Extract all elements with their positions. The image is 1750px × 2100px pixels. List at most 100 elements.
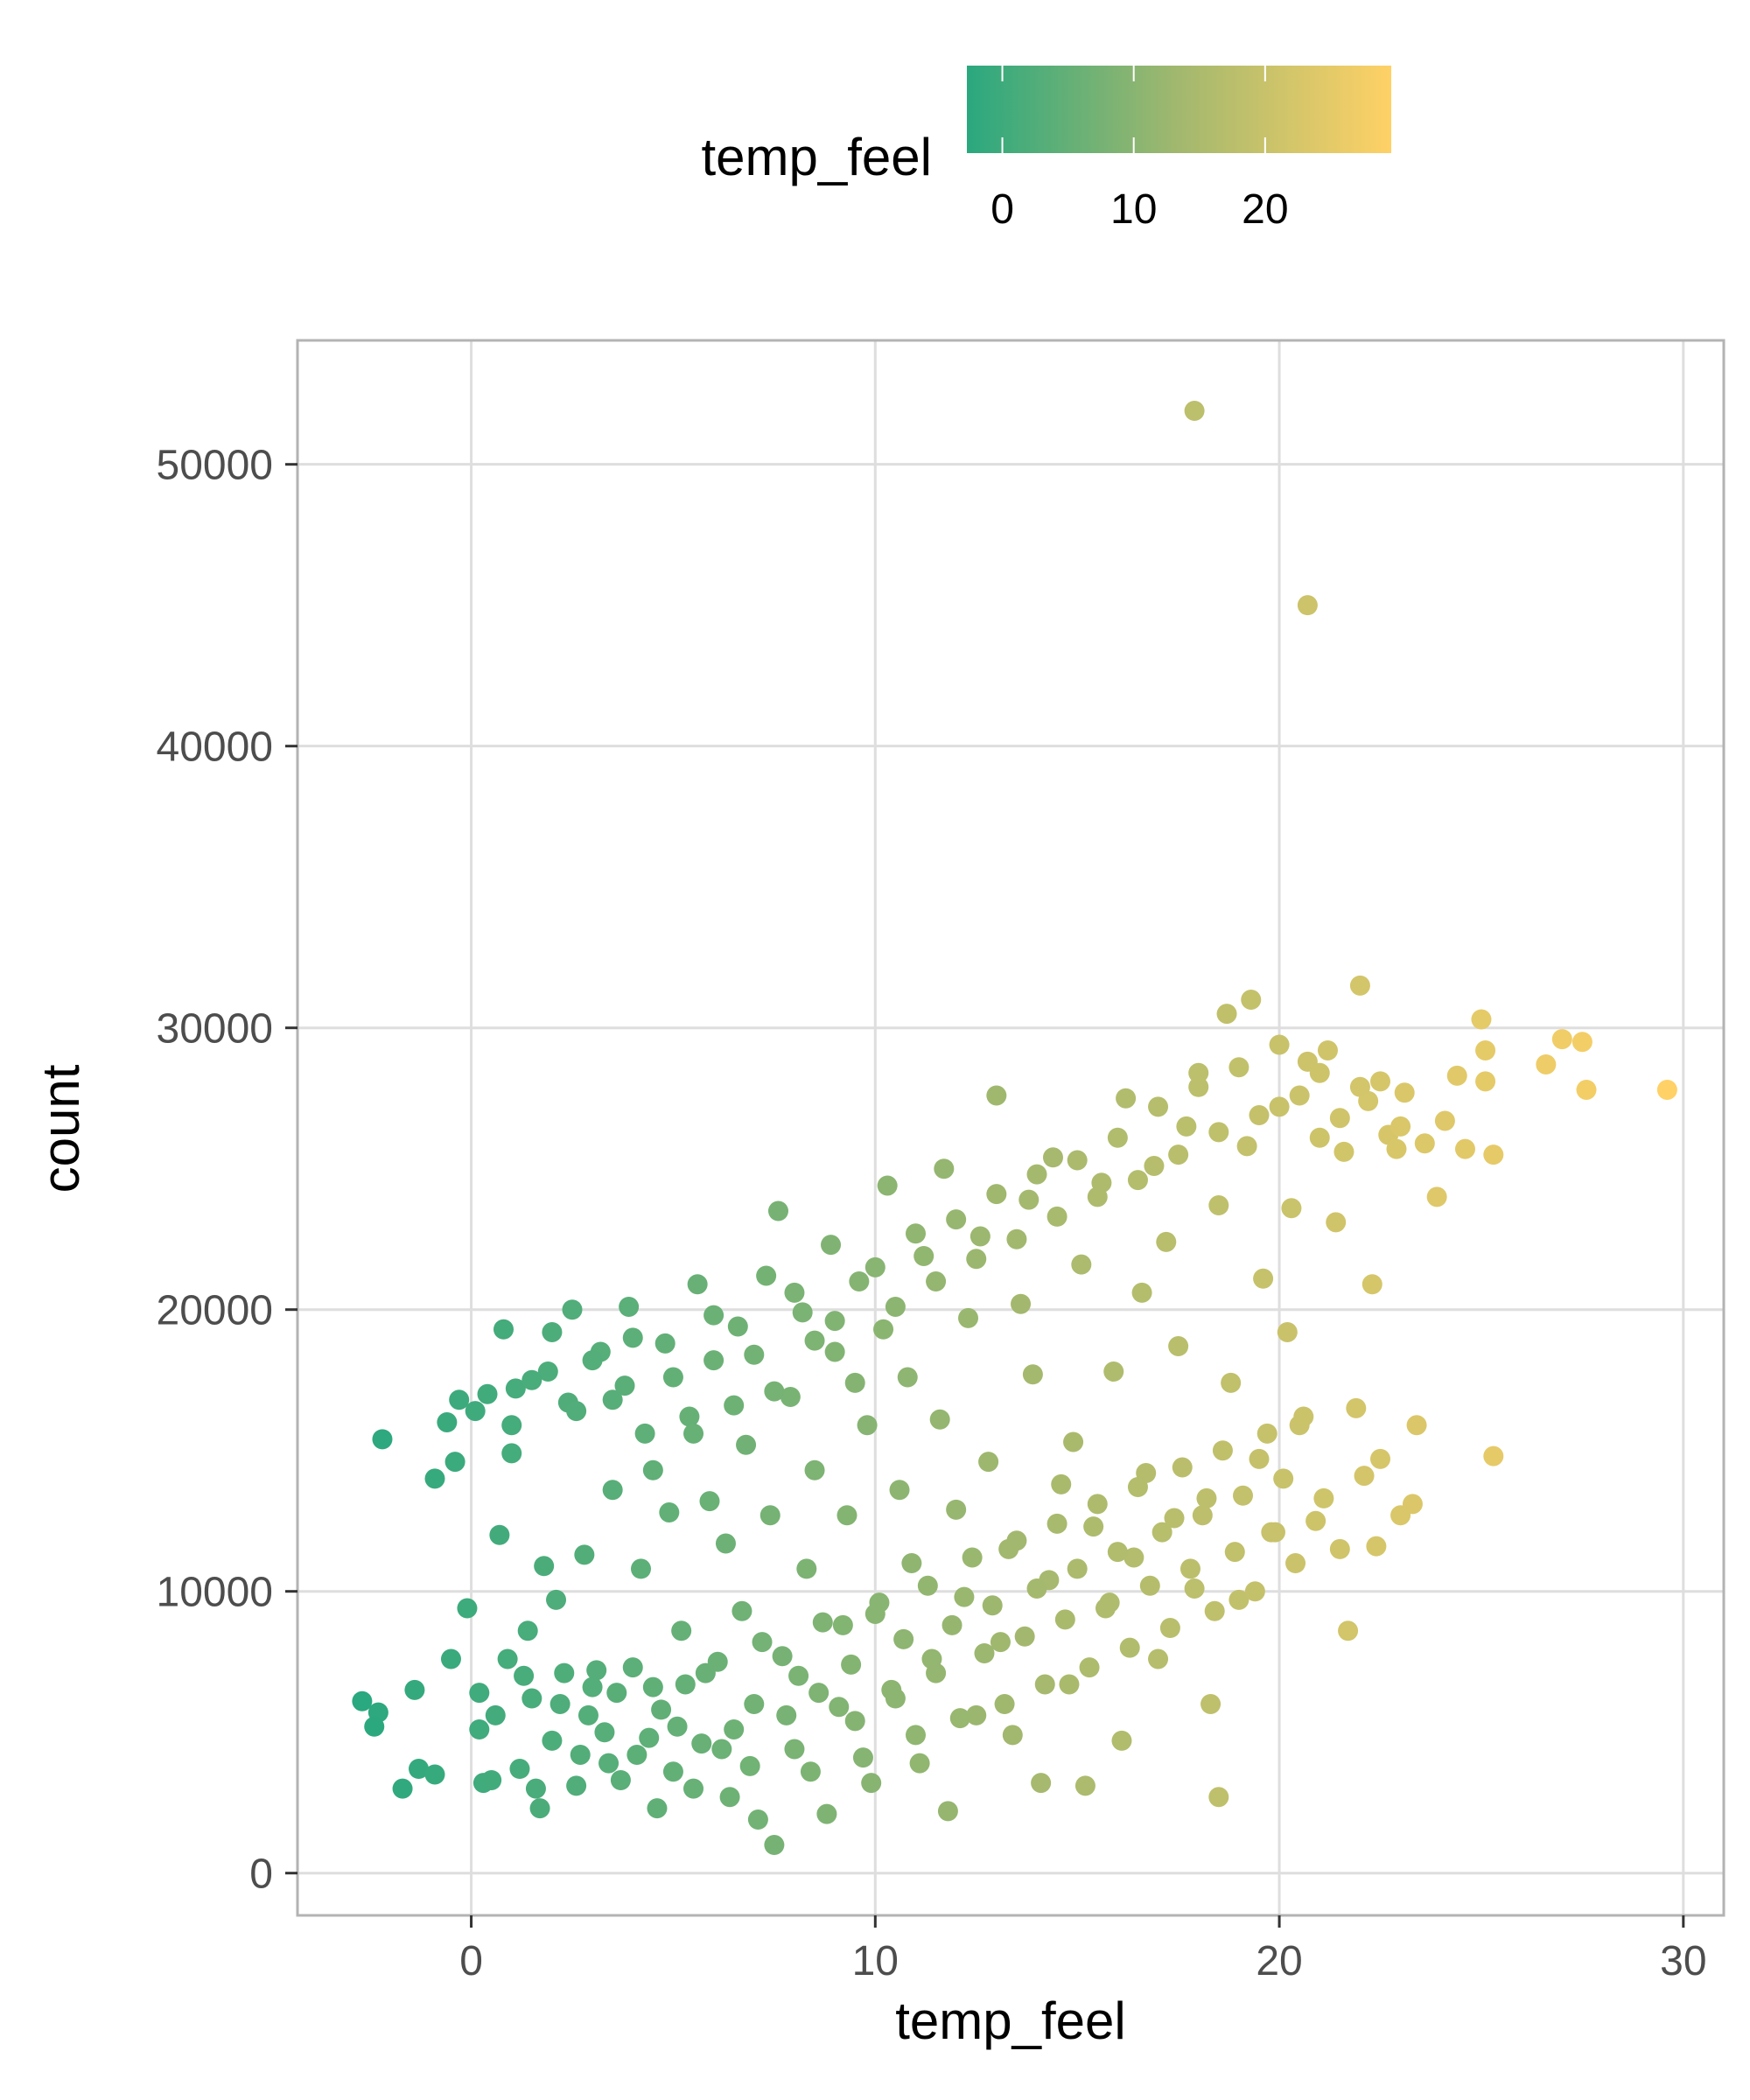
data-point [683, 1423, 704, 1444]
data-point [586, 1660, 607, 1681]
data-point [1390, 1505, 1411, 1526]
data-point [1200, 1693, 1222, 1714]
data-point [1249, 1105, 1270, 1126]
data-point [582, 1350, 603, 1371]
x-tick-label: 0 [459, 1938, 483, 1984]
data-point [1099, 1592, 1120, 1614]
data-point [800, 1761, 821, 1782]
data-point [897, 1367, 918, 1388]
data-point [1338, 1620, 1359, 1642]
data-point [978, 1452, 999, 1473]
data-point [1221, 1372, 1242, 1393]
data-point [602, 1390, 623, 1410]
data-point [582, 1676, 603, 1698]
data-point [1051, 1474, 1072, 1494]
data-point [1551, 1029, 1572, 1050]
data-point [707, 1651, 728, 1672]
data-point [1107, 1127, 1128, 1148]
data-point [1054, 1609, 1075, 1630]
data-point [647, 1798, 668, 1819]
data-point [437, 1411, 458, 1432]
data-point [1434, 1110, 1455, 1131]
data-point [929, 1409, 950, 1430]
data-point [821, 1235, 842, 1256]
data-point [1116, 1088, 1137, 1109]
legend-tick-label: 0 [990, 186, 1014, 233]
data-point [1208, 1122, 1229, 1143]
data-point [808, 1683, 830, 1704]
data-point [1349, 975, 1370, 996]
data-point [630, 1558, 651, 1579]
plot-panel-border [296, 339, 1726, 1917]
data-point [1111, 1730, 1132, 1751]
data-point [1334, 1141, 1354, 1162]
data-point [1026, 1164, 1047, 1185]
data-point [424, 1468, 445, 1489]
legend-tick-label: 10 [1110, 186, 1157, 233]
data-point [844, 1711, 865, 1732]
data-point [852, 1747, 873, 1768]
data-point [982, 1595, 1003, 1616]
data-point [905, 1725, 926, 1746]
data-point [824, 1311, 845, 1332]
data-point [861, 1773, 882, 1794]
data-point [1475, 1071, 1496, 1092]
x-axis-title: temp_feel [895, 1992, 1126, 2050]
data-point [477, 1383, 498, 1404]
data-point [1031, 1773, 1052, 1794]
data-point [901, 1552, 922, 1573]
data-point [364, 1716, 385, 1737]
data-point [509, 1759, 530, 1780]
y-tick-label: 30000 [157, 1006, 273, 1053]
data-point [1164, 1508, 1185, 1529]
data-point [1046, 1513, 1068, 1534]
data-point [1071, 1254, 1092, 1275]
data-point [704, 1350, 724, 1371]
data-point [1297, 595, 1318, 616]
data-point [909, 1753, 930, 1774]
data-point [1269, 1034, 1290, 1055]
data-point [792, 1302, 813, 1323]
data-point [869, 1592, 890, 1614]
data-point [1406, 1415, 1427, 1436]
data-point [409, 1759, 430, 1780]
data-point [986, 1085, 1007, 1106]
data-point [493, 1319, 514, 1340]
data-point [1127, 1477, 1148, 1498]
data-point [679, 1406, 700, 1427]
data-point [671, 1620, 692, 1642]
data-point [1572, 1032, 1592, 1053]
data-point [1244, 1581, 1265, 1602]
data-point [525, 1778, 546, 1799]
data-point [1362, 1274, 1382, 1295]
data-point [691, 1733, 712, 1754]
data-point [1249, 1448, 1270, 1469]
data-point [1264, 1522, 1285, 1543]
data-point [917, 1575, 938, 1596]
data-point [654, 1333, 676, 1354]
data-point [675, 1674, 696, 1695]
data-point [566, 1775, 587, 1796]
data-point [881, 1679, 902, 1700]
data-point [926, 1270, 947, 1292]
data-point [914, 1246, 934, 1267]
data-point [598, 1753, 620, 1774]
data-point [1022, 1364, 1043, 1385]
data-point [352, 1690, 373, 1712]
data-point [1317, 1040, 1338, 1060]
data-point [966, 1704, 987, 1726]
data-point [1269, 1096, 1290, 1117]
legend-colorbar [967, 66, 1391, 153]
data-point [1306, 1510, 1326, 1531]
data-point [804, 1330, 825, 1351]
data-point [404, 1679, 425, 1700]
data-point [784, 1282, 805, 1303]
data-point [1172, 1457, 1193, 1478]
data-point [711, 1739, 732, 1760]
data-point [514, 1665, 535, 1686]
data-point [990, 1632, 1011, 1653]
data-point [517, 1620, 538, 1642]
y-tick-label: 40000 [157, 724, 273, 771]
data-point [752, 1632, 773, 1653]
data-point [994, 1693, 1015, 1714]
